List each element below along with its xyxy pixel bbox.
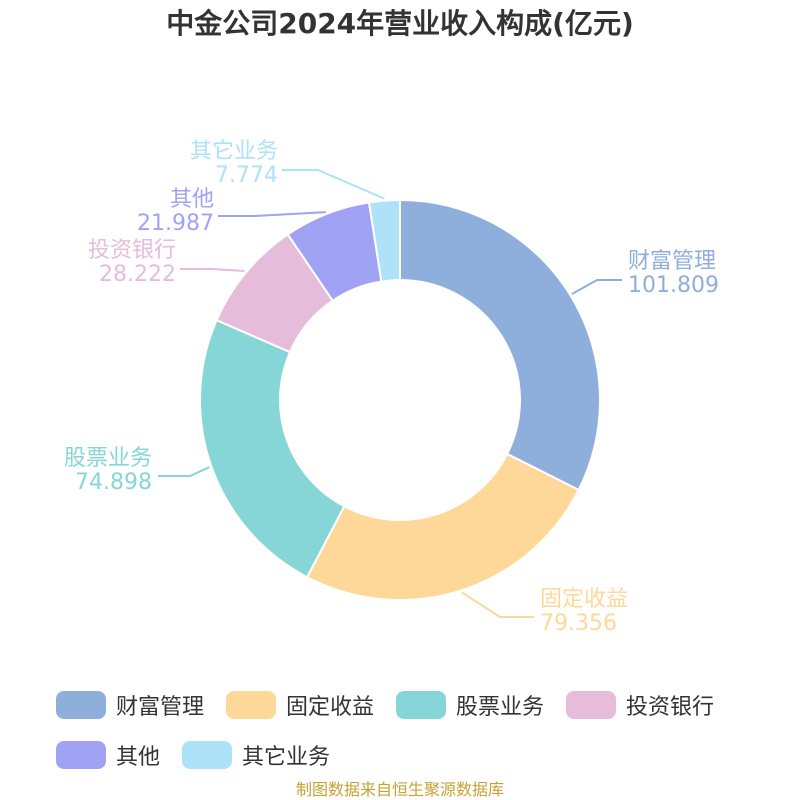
- leader-line-0: [571, 279, 622, 295]
- leader-line-2: [158, 466, 210, 477]
- donut-slice-1[interactable]: [305, 452, 581, 601]
- legend-item-4[interactable]: 其他: [56, 738, 160, 772]
- legend-item-3[interactable]: 投资银行: [566, 688, 714, 722]
- slice-value-label-0: 101.809: [628, 273, 719, 298]
- leader-line-3: [180, 268, 245, 272]
- slice-name-label-1: 固定收益: [540, 587, 628, 612]
- slice-value-label-4: 21.987: [137, 211, 214, 236]
- slice-name-label-2: 股票业务: [64, 446, 152, 471]
- legend-swatch: [226, 691, 277, 719]
- donut-slice-2[interactable]: [199, 318, 346, 579]
- slice-name-label-4: 其他: [170, 187, 214, 212]
- source-note: 制图数据来自恒生聚源数据库: [295, 780, 504, 799]
- legend-label: 财富管理: [116, 695, 205, 720]
- leader-line-5: [282, 169, 385, 200]
- legend-label: 其他: [116, 745, 161, 770]
- legend-item-1[interactable]: 固定收益: [226, 688, 374, 722]
- legend: 财富管理 固定收益 股票业务 投资银行其他 其它业务: [56, 688, 756, 772]
- legend-label: 股票业务: [456, 695, 545, 720]
- legend-label: 投资银行: [626, 695, 715, 720]
- leader-line-4: [218, 211, 326, 217]
- legend-swatch: [182, 741, 233, 769]
- slice-name-label-0: 财富管理: [628, 249, 716, 274]
- legend-item-0[interactable]: 财富管理: [56, 688, 204, 722]
- legend-label: 其它业务: [242, 745, 331, 770]
- slice-name-label-5: 其它业务: [190, 139, 278, 164]
- legend-swatch: [566, 691, 617, 719]
- legend-item-5[interactable]: 其它业务: [182, 738, 330, 772]
- legend-item-2[interactable]: 股票业务: [396, 688, 544, 722]
- legend-swatch: [56, 741, 106, 769]
- legend-label: 固定收益: [286, 695, 375, 720]
- legend-swatch: [56, 691, 106, 719]
- slice-value-label-1: 79.356: [540, 611, 617, 636]
- leader-line-1: [461, 591, 534, 618]
- donut-slice-5[interactable]: [367, 198, 401, 283]
- slice-value-label-2: 74.898: [75, 470, 152, 495]
- legend-swatch: [396, 691, 447, 719]
- donut-slice-0[interactable]: [399, 198, 601, 492]
- slice-name-label-3: 投资银行: [88, 238, 176, 263]
- slice-value-label-5: 7.774: [215, 163, 278, 188]
- slice-value-label-3: 28.222: [99, 262, 176, 287]
- chart-title: 中金公司2024年营业收入构成(亿元): [166, 7, 634, 40]
